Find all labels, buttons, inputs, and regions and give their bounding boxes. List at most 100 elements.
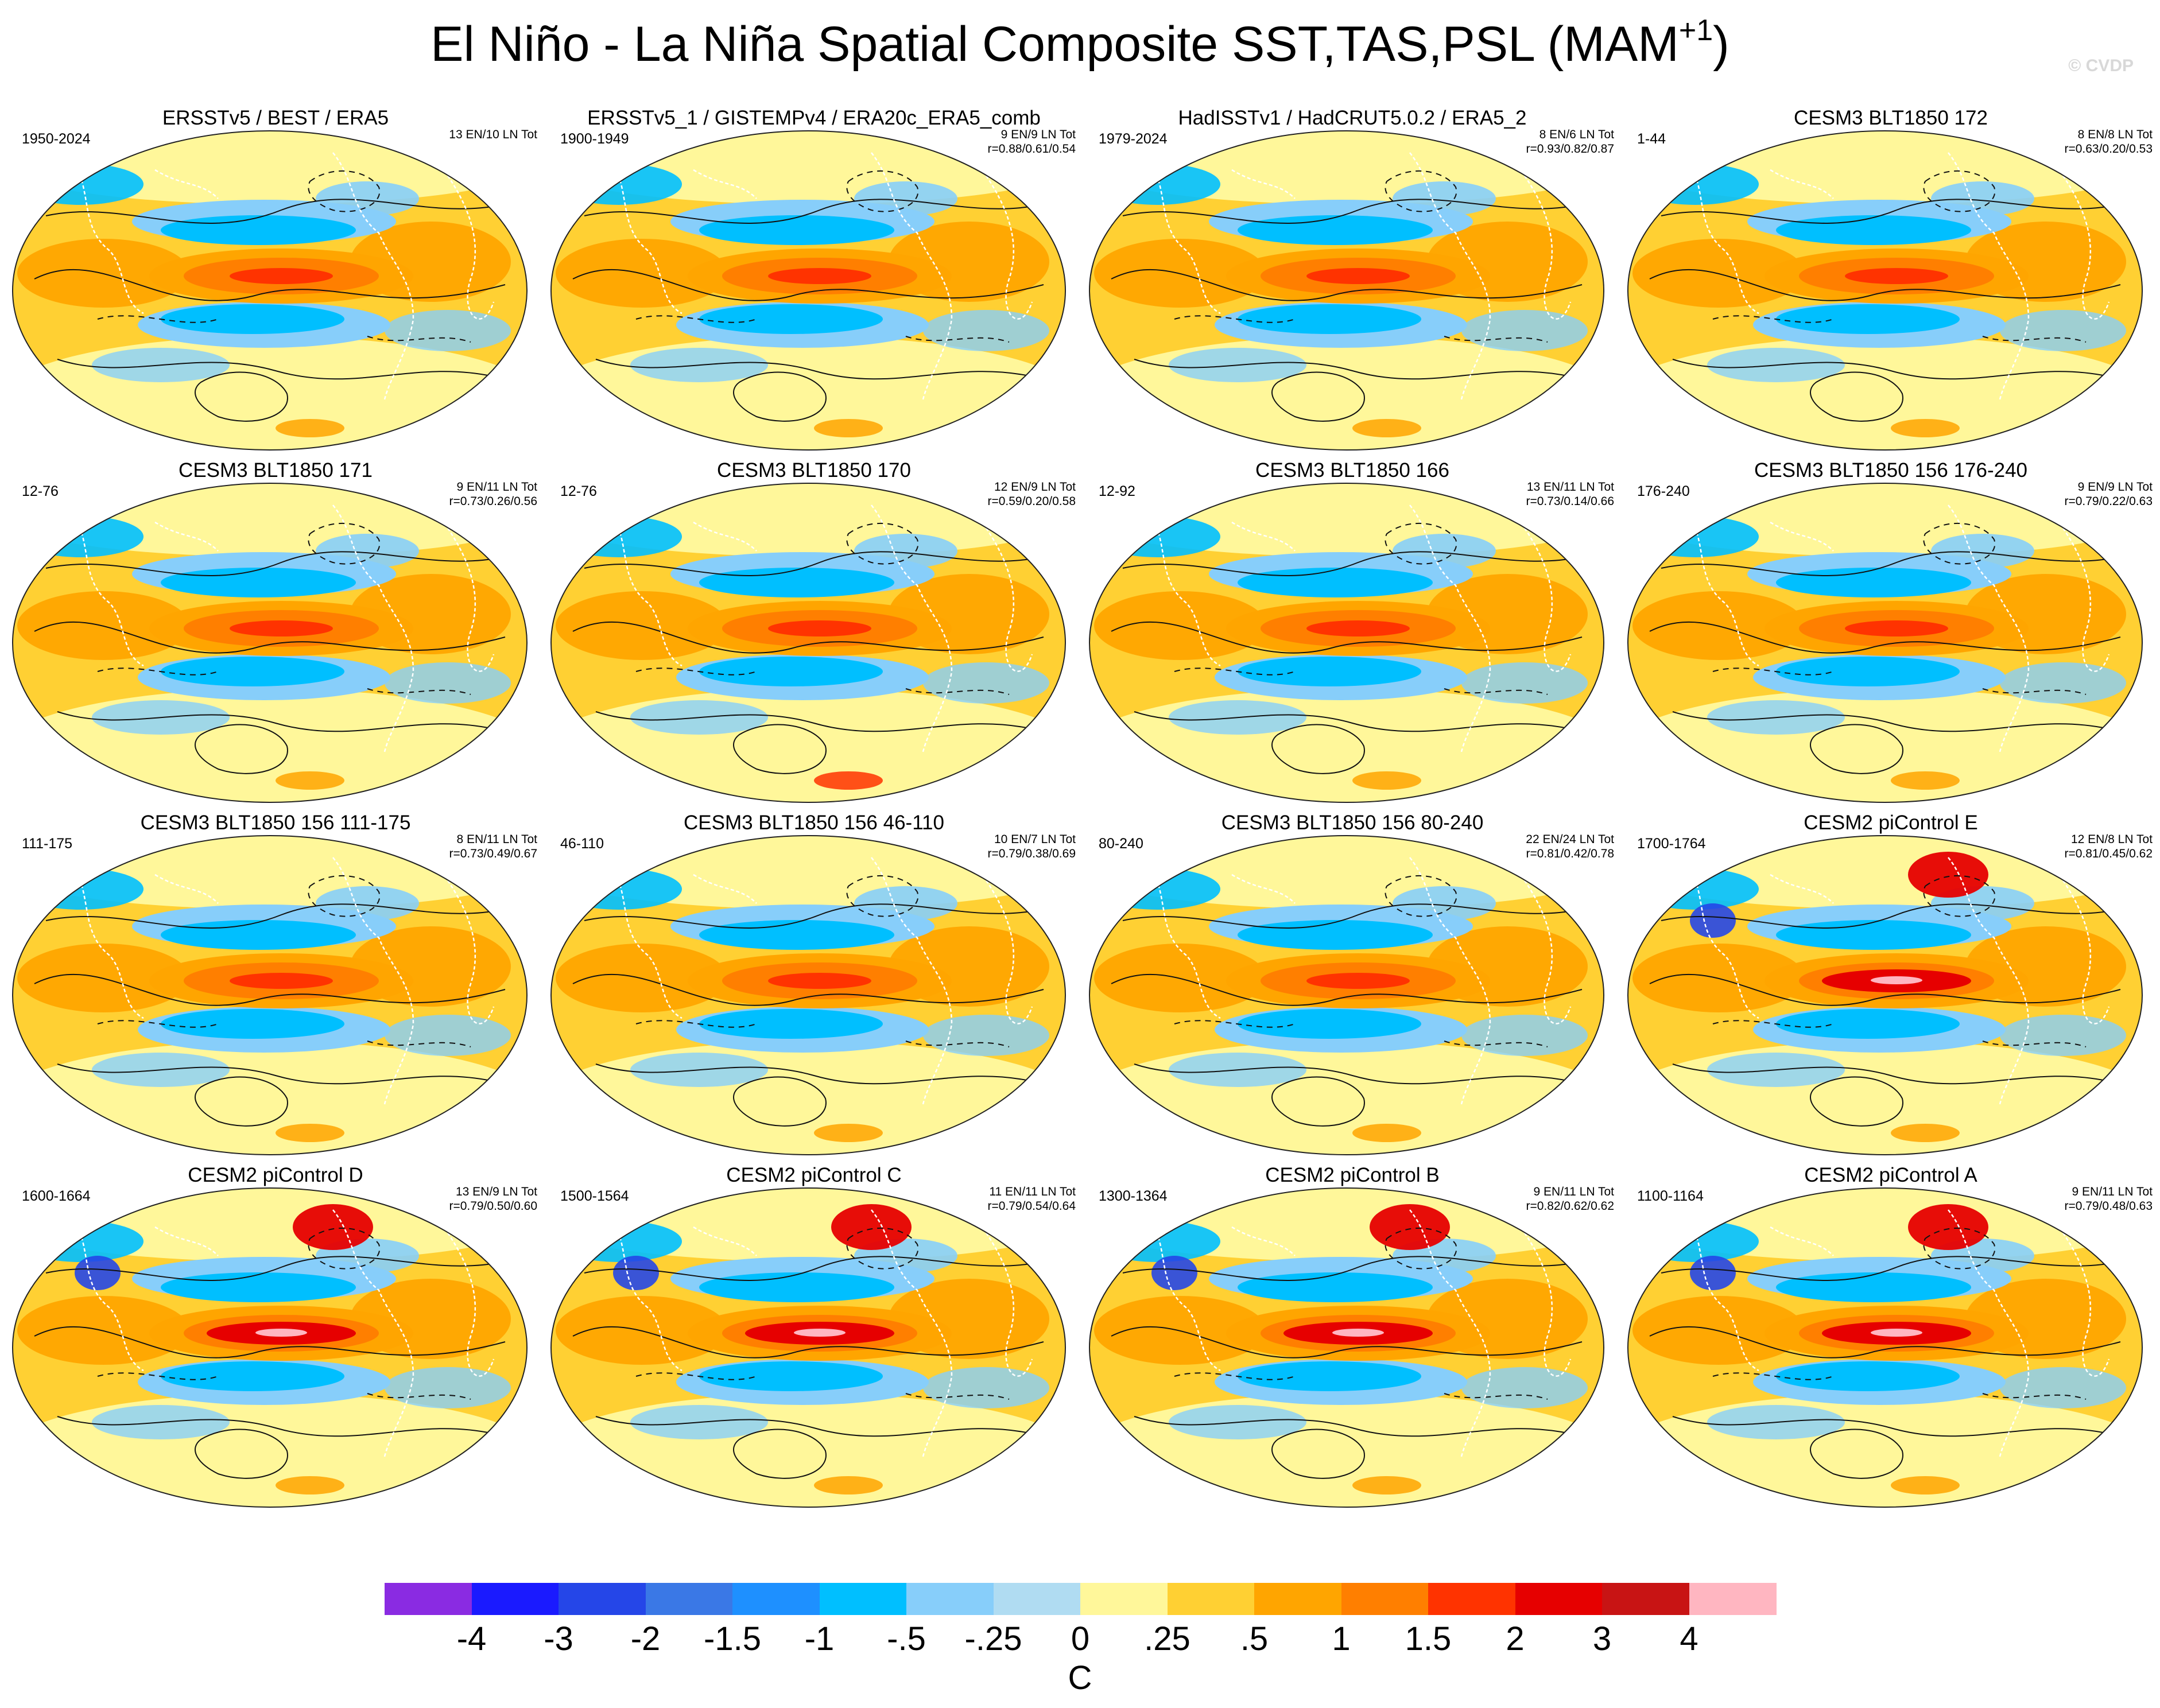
coastline xyxy=(332,1209,414,1457)
psl-contour-line xyxy=(733,724,827,774)
psl-contour-line xyxy=(1271,724,1365,774)
anomaly-region xyxy=(814,1476,883,1495)
psl-contour-line xyxy=(846,1227,919,1270)
anomaly-region xyxy=(1908,1204,1988,1250)
colorbar xyxy=(385,1583,1777,1615)
psl-contour-line xyxy=(572,1326,1044,1358)
colorbar-segment xyxy=(471,1583,559,1615)
anomaly-region xyxy=(1238,1272,1433,1302)
anomaly-region xyxy=(1871,1329,1922,1337)
map-border xyxy=(12,483,528,803)
colorbar-unit-label: C xyxy=(1068,1659,1092,1697)
watermark: © CVDP xyxy=(2068,56,2134,75)
colorbar-segment xyxy=(819,1583,907,1615)
coastlines xyxy=(73,152,495,400)
colorbar-segment xyxy=(1602,1583,1689,1615)
robinson-map xyxy=(1089,130,1604,451)
psl-contour-line xyxy=(1271,1428,1365,1479)
anomaly-region xyxy=(1461,310,1588,351)
colorbar-tick-label: .25 xyxy=(1144,1620,1190,1657)
map-panel: CESM3 BLT1850 166 12-92 13 EN/11 LN Tot r=0… xyxy=(1088,459,1616,803)
psl-contour-line xyxy=(195,371,288,422)
map-border xyxy=(1627,483,2143,803)
panel-pattern-correlation: r=0.93/0.82/0.87 xyxy=(1526,142,1614,156)
psl-contour-line xyxy=(97,1372,219,1380)
psl-contour-line xyxy=(572,621,1044,654)
anomaly-region xyxy=(551,336,1065,450)
panel-title: CESM3 BLT1850 170 xyxy=(717,459,911,482)
anomaly-region xyxy=(161,215,356,245)
robinson-map xyxy=(12,130,528,451)
psl-contour-line xyxy=(1661,903,2121,929)
anomaly-region xyxy=(1306,268,1410,284)
psl-contours xyxy=(1111,875,1583,1127)
panel-pattern-correlation: r=0.79/0.22/0.63 xyxy=(2064,495,2153,508)
coastline xyxy=(1523,880,1572,1024)
anomaly-region xyxy=(1632,516,1759,557)
anomaly-region xyxy=(1776,1009,1960,1039)
coastline xyxy=(985,1232,1033,1377)
anomaly-region xyxy=(293,1204,373,1250)
panel-count-text: 9 EN/11 LN Tot xyxy=(2072,1185,2153,1198)
anomaly-field xyxy=(1089,131,1604,450)
psl-contour-line xyxy=(1385,875,1457,917)
map-border xyxy=(550,1187,1066,1508)
anomaly-region xyxy=(161,920,356,950)
figure-title-text: El Niño - La Niña Spatial Composite SST,… xyxy=(431,17,1679,72)
panel-count-text: 22 EN/24 LN Tot xyxy=(1526,833,1614,846)
panel-years: 1300-1364 xyxy=(1099,1188,1168,1204)
psl-contour-line xyxy=(34,973,506,1006)
coastline xyxy=(73,1221,144,1372)
panel-title: CESM2 piControl D xyxy=(188,1164,363,1186)
psl-contour-line xyxy=(584,551,1044,576)
psl-contour-line xyxy=(905,336,1010,343)
panel-event-counts: 8 EN/11 LN Tot r=0.73/0.49/0.67 xyxy=(449,832,537,861)
psl-contour-line xyxy=(584,1256,1044,1281)
anomaly-region xyxy=(814,1124,883,1142)
psl-contour-line xyxy=(1712,315,1834,323)
map-panel: CESM3 BLT1850 156 111-175 111-175 8 EN/11 … xyxy=(11,812,540,1156)
panel-count-text: 9 EN/11 LN Tot xyxy=(456,480,537,494)
panel-event-counts: 12 EN/8 LN Tot r=0.81/0.45/0.62 xyxy=(2064,832,2153,861)
anomaly-region xyxy=(13,689,527,802)
coastline xyxy=(1948,857,2030,1105)
anomaly-region xyxy=(1776,215,1971,245)
coastlines xyxy=(612,857,1033,1105)
panel-years: 1979-2024 xyxy=(1099,131,1168,147)
psl-contour-line xyxy=(308,1227,381,1270)
anomaly-region xyxy=(385,310,511,351)
coastline xyxy=(1150,868,1221,1019)
anomaly-region xyxy=(17,516,144,557)
robinson-map xyxy=(12,483,528,803)
psl-contour-line xyxy=(1649,269,2121,301)
map-border xyxy=(12,130,528,451)
anomaly-region xyxy=(2000,662,2126,704)
psl-contour-line xyxy=(1271,371,1365,422)
psl-contour-line xyxy=(1134,1063,1571,1085)
psl-contour-line xyxy=(308,522,381,565)
coastline xyxy=(2062,527,2110,672)
panel-event-counts: 13 EN/11 LN Tot r=0.73/0.14/0.66 xyxy=(1526,480,1614,508)
psl-contour-line xyxy=(1649,1326,2121,1358)
psl-contour-line xyxy=(1122,903,1583,929)
panel-event-counts: 9 EN/9 LN Tot r=0.79/0.22/0.63 xyxy=(2064,480,2153,508)
coastline xyxy=(2062,1232,2110,1377)
panel-pattern-correlation: r=0.63/0.20/0.53 xyxy=(2064,142,2153,156)
psl-contour-line xyxy=(195,1428,288,1479)
panel-years: 46-110 xyxy=(560,836,604,852)
panel-title: CESM3 BLT1850 172 xyxy=(1794,107,1988,129)
map-panel: CESM3 BLT1850 156 80-240 80-240 22 EN/24 L… xyxy=(1088,812,1616,1156)
anomaly-region xyxy=(1776,920,1971,950)
psl-contour-line xyxy=(1661,551,2121,576)
coastline xyxy=(871,1209,953,1457)
map-panel: CESM3 BLT1850 156 46-110 46-110 10 EN/7 LN… xyxy=(550,812,1078,1156)
figure-title-close: ) xyxy=(1713,17,1729,72)
psl-contour-line xyxy=(1923,522,1996,565)
robinson-map xyxy=(1627,835,2143,1155)
psl-contour-line xyxy=(1174,1020,1296,1028)
panel-count-text: 10 EN/7 LN Tot xyxy=(994,833,1076,846)
figure-title: El Niño - La Niña Spatial Composite SST,… xyxy=(0,14,2160,73)
robinson-map xyxy=(1089,835,1604,1155)
anomaly-field xyxy=(1628,1188,2142,1507)
coastline xyxy=(871,857,953,1105)
